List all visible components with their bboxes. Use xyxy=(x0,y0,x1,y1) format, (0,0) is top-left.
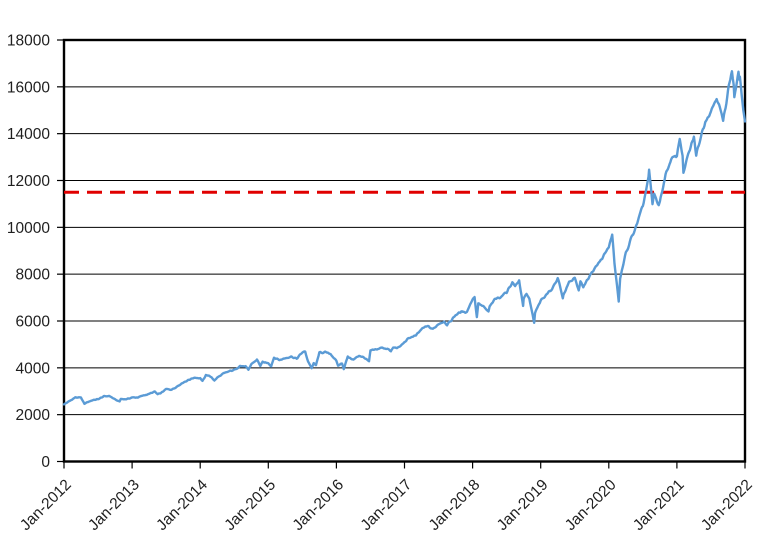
x-tick-label: Jan-2016 xyxy=(289,476,347,534)
x-tick-label: Jan-2018 xyxy=(426,476,484,534)
plot-border xyxy=(62,38,747,463)
y-tick-label: 0 xyxy=(41,454,50,471)
y-tick-label: 6000 xyxy=(16,314,51,331)
x-tick-label: Jan-2017 xyxy=(358,476,416,534)
y-tick-label: 4000 xyxy=(16,360,51,377)
series-line-index-level xyxy=(62,70,747,406)
y-tick-label: 2000 xyxy=(16,407,51,424)
x-tick-label: Jan-2014 xyxy=(153,476,211,534)
x-tick-label: Jan-2021 xyxy=(630,476,688,534)
x-tick-label: Jan-2012 xyxy=(17,476,75,534)
y-tick-label: 8000 xyxy=(16,267,51,284)
x-tick-label: Jan-2022 xyxy=(698,476,756,534)
y-tick-label: 14000 xyxy=(7,126,50,143)
x-tick-label: Jan-2013 xyxy=(85,476,143,534)
y-tick-label: 12000 xyxy=(7,173,50,190)
x-tick-label: Jan-2020 xyxy=(562,476,620,534)
x-tick-label: Jan-2019 xyxy=(494,476,552,534)
x-tick-label: Jan-2015 xyxy=(221,476,279,534)
y-tick-label: 16000 xyxy=(7,79,50,96)
y-tick-label: 18000 xyxy=(7,33,50,50)
y-tick-label: 10000 xyxy=(7,220,50,237)
